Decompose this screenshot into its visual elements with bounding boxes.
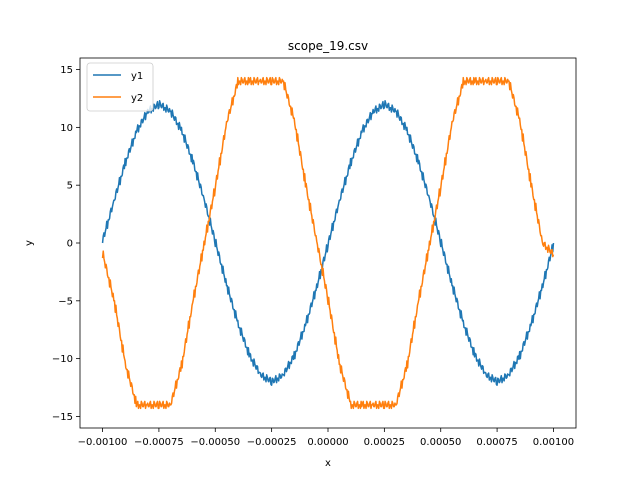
y-tick-label: −10	[52, 354, 73, 365]
series-line-y1	[101, 100, 555, 386]
x-tick-label: −0.00075	[134, 437, 184, 448]
series-layer	[101, 76, 555, 410]
y-tick-label: 5	[67, 181, 73, 192]
x-axis-label: x	[325, 458, 331, 469]
chart-title: scope_19.csv	[288, 39, 368, 53]
x-tick-label: −0.00100	[78, 437, 128, 448]
y-tick-label: −5	[58, 296, 73, 307]
y-axis-label: y	[24, 240, 35, 246]
y-tick-label: 15	[60, 65, 73, 76]
x-tick-label: 0.00100	[533, 437, 574, 448]
y-axis-ticks: −15 −10 −5 0 5 10 15	[52, 65, 80, 423]
legend-label-y2: y2	[131, 93, 143, 104]
x-tick-label: −0.00050	[190, 437, 240, 448]
x-axis-ticks: −0.00100 −0.00075 −0.00050 −0.00025 0.00000 0…	[78, 428, 574, 448]
y-tick-label: 0	[67, 239, 73, 250]
series-line-y2	[101, 76, 555, 410]
x-tick-label: 0.00025	[364, 437, 405, 448]
x-tick-label: −0.00025	[247, 437, 297, 448]
x-tick-label: 0.00000	[307, 437, 348, 448]
y-tick-label: 10	[60, 123, 73, 134]
x-tick-label: 0.00075	[476, 437, 517, 448]
x-tick-label: 0.00050	[420, 437, 461, 448]
legend: y1 y2	[86, 62, 154, 112]
legend-label-y1: y1	[131, 71, 143, 82]
y-tick-label: −15	[52, 412, 73, 423]
